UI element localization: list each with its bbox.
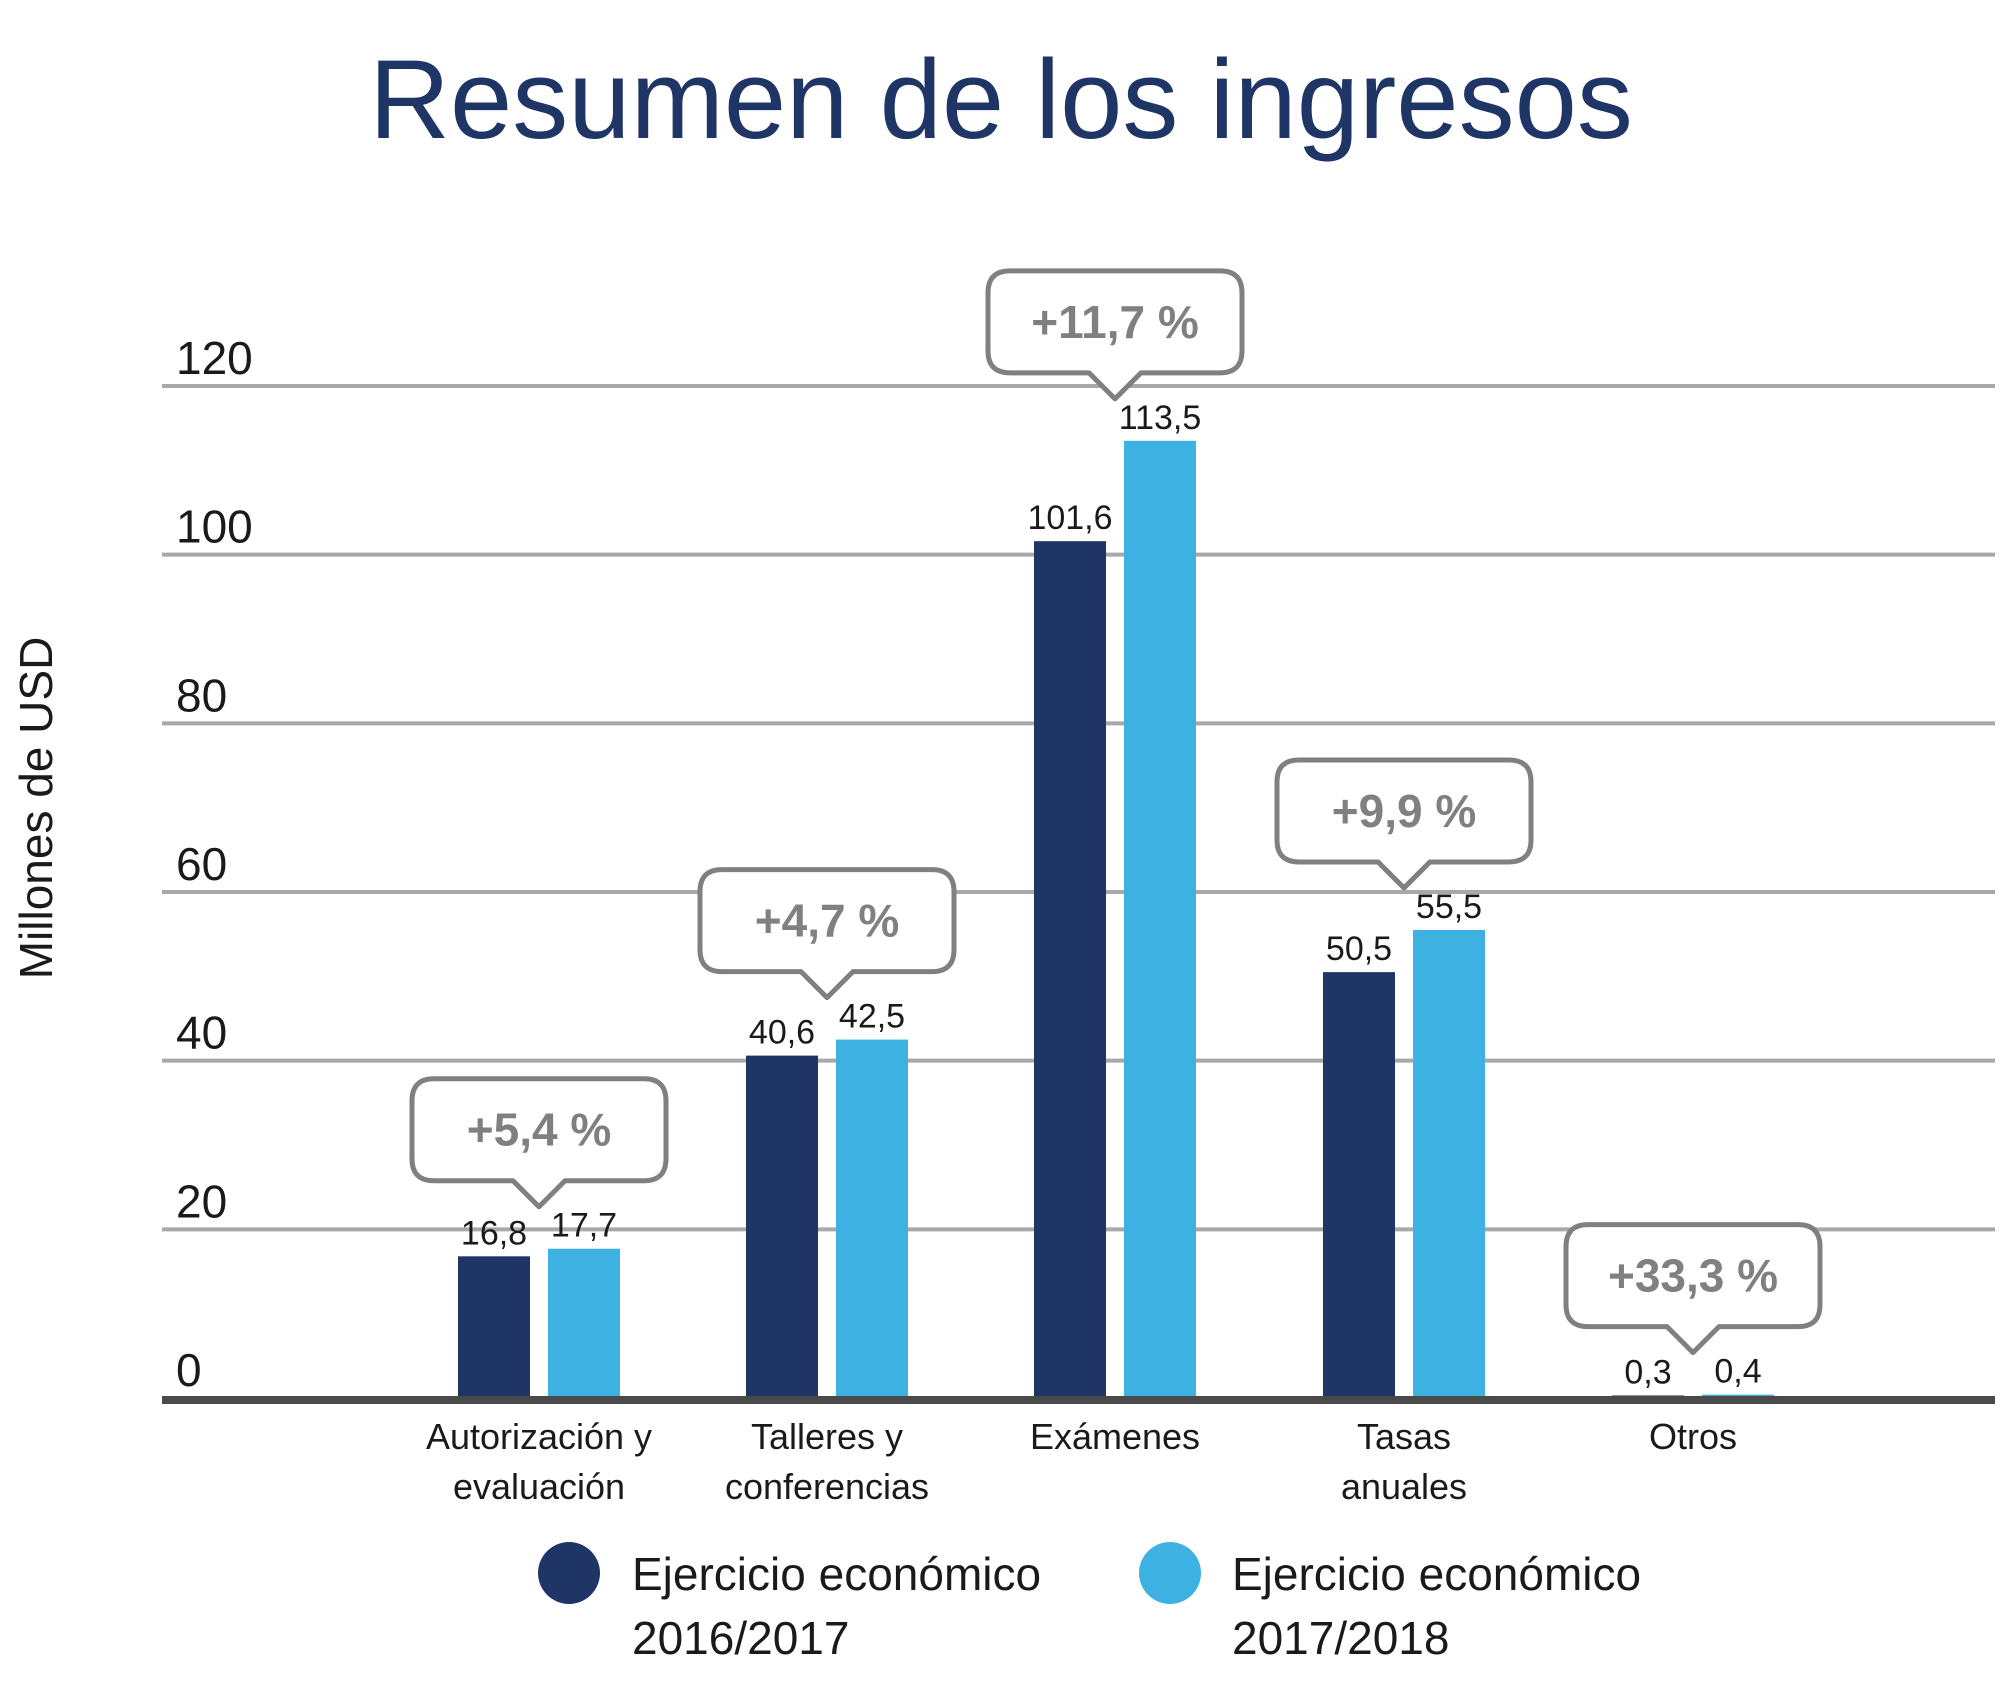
y-tick-label: 40 bbox=[176, 1007, 227, 1059]
callout-box bbox=[1274, 757, 1534, 891]
x-tick-label: Autorización y evaluación bbox=[426, 1416, 652, 1507]
y-tick-label: 120 bbox=[176, 332, 253, 384]
y-tick-label: 0 bbox=[176, 1344, 202, 1396]
legend-label: Ejercicio económico 2017/2018 bbox=[1232, 1548, 1641, 1664]
bar bbox=[1124, 440, 1196, 1399]
callout-box bbox=[409, 1076, 669, 1210]
data-label: 0,4 bbox=[1714, 1353, 1761, 1391]
data-label: 101,6 bbox=[1027, 499, 1112, 537]
x-tick-label-line: anuales bbox=[1341, 1466, 1467, 1507]
value-labels: 16,8 40,6 101,6 50,5 0,3 17,7 42,5 113,5 55,5 0,4 bbox=[461, 399, 1762, 1392]
y-tick-labels: 0 20 40 60 80 100 120 bbox=[176, 332, 253, 1396]
bar bbox=[1323, 972, 1395, 1398]
callout-box bbox=[985, 268, 1245, 402]
bar bbox=[458, 1256, 530, 1398]
x-tick-label-line: Talleres y bbox=[751, 1416, 903, 1457]
data-label: 40,6 bbox=[749, 1014, 815, 1052]
chart-title: Resumen de los ingresos bbox=[369, 37, 1633, 162]
y-tick-label: 60 bbox=[176, 838, 227, 890]
legend-swatch bbox=[538, 1542, 600, 1604]
data-label: 50,5 bbox=[1326, 930, 1392, 968]
legend-label-line: 2017/2018 bbox=[1232, 1612, 1449, 1664]
callout-label: +33,3 % bbox=[1608, 1250, 1778, 1302]
callout-box bbox=[1563, 1222, 1823, 1356]
data-label: 55,5 bbox=[1416, 888, 1482, 926]
x-tick-label-line: Autorización y bbox=[426, 1416, 652, 1457]
data-label: 113,5 bbox=[1119, 399, 1202, 437]
y-tick-label: 80 bbox=[176, 669, 227, 721]
legend-label-line: Ejercicio económico bbox=[632, 1548, 1041, 1600]
legend-label: Ejercicio económico 2016/2017 bbox=[632, 1548, 1041, 1664]
callout-label: +9,9 % bbox=[1332, 785, 1477, 837]
bars bbox=[458, 440, 1774, 1399]
bar bbox=[1034, 541, 1106, 1398]
legend-swatch bbox=[1139, 1542, 1201, 1604]
x-tick-label-line: conferencias bbox=[725, 1466, 929, 1507]
callout-box bbox=[697, 867, 957, 1001]
x-tick-label: Talleres y conferencias bbox=[725, 1416, 929, 1507]
x-tick-label: Otros bbox=[1649, 1416, 1737, 1457]
y-tick-label: 20 bbox=[176, 1175, 227, 1227]
bar bbox=[548, 1248, 620, 1398]
data-label: 16,8 bbox=[461, 1214, 527, 1252]
bar bbox=[746, 1055, 818, 1398]
x-tick-labels: Autorización y evaluación Talleres y confer… bbox=[426, 1416, 1737, 1507]
x-tick-label: Tasas anuales bbox=[1341, 1416, 1467, 1507]
legend-label-line: Ejercicio económico bbox=[1232, 1548, 1641, 1600]
x-tick-label-line: Exámenes bbox=[1030, 1416, 1200, 1457]
data-label: 0,3 bbox=[1624, 1353, 1671, 1391]
data-label: 17,7 bbox=[551, 1207, 617, 1245]
legend-label-line: 2016/2017 bbox=[632, 1612, 849, 1664]
y-axis-label: Millones de USD bbox=[10, 637, 62, 980]
y-tick-label: 100 bbox=[176, 501, 253, 553]
callout-label: +11,7 % bbox=[1031, 296, 1199, 348]
bar bbox=[836, 1039, 908, 1398]
x-tick-label-line: Otros bbox=[1649, 1416, 1737, 1457]
x-tick-label-line: Tasas bbox=[1357, 1416, 1451, 1457]
callout-label: +4,7 % bbox=[755, 895, 900, 947]
change-callouts: +5,4 % +4,7 % +11,7 % +9,9 % +33,3 % bbox=[409, 268, 1823, 1356]
x-tick-label-line: evaluación bbox=[453, 1466, 625, 1507]
callout-label: +5,4 % bbox=[467, 1104, 612, 1156]
data-label: 42,5 bbox=[839, 998, 905, 1036]
x-tick-label: Exámenes bbox=[1030, 1416, 1200, 1457]
bar bbox=[1413, 929, 1485, 1398]
